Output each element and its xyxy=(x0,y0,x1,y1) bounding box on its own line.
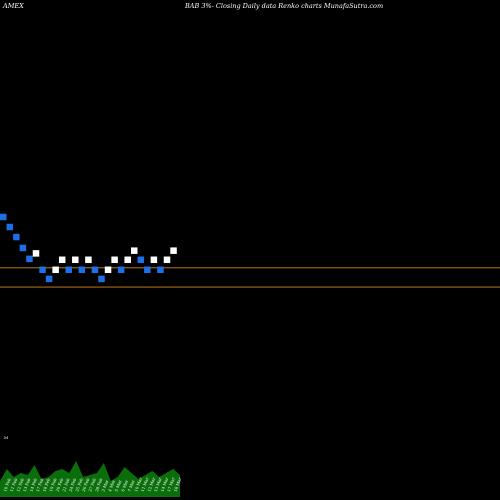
renko-brick-up xyxy=(52,266,59,274)
x-tick-label: 12 Feb xyxy=(15,477,25,492)
renko-brick-up xyxy=(72,256,79,264)
renko-brick-down xyxy=(65,266,72,274)
chart-header: AMEX BAB 3%- Closing Daily data Renko ch… xyxy=(0,0,500,14)
renko-brick-up xyxy=(170,247,177,254)
renko-brick-down xyxy=(157,266,164,274)
x-tick-label: 20 Feb xyxy=(55,477,65,492)
x-tick-label: 21 Feb xyxy=(61,477,71,492)
x-tick-label: 4 Mar xyxy=(107,479,116,492)
renko-brick-down xyxy=(0,213,7,221)
x-tick-label: 12 Mar xyxy=(146,477,156,493)
renko-brick-down xyxy=(144,266,151,274)
renko-brick-down xyxy=(19,244,27,252)
chart-title: BAB 3%- Closing Daily data Renko charts … xyxy=(185,2,384,10)
renko-brick-down xyxy=(91,266,99,274)
x-tick-label: 10 Mar xyxy=(133,477,143,493)
renko-brick-down xyxy=(13,233,20,241)
renko-brick-up xyxy=(150,256,158,264)
renko-brick-up xyxy=(163,256,171,264)
x-tick-label: 17 Feb xyxy=(35,477,45,492)
renko-brick-up xyxy=(104,266,112,274)
renko-brick-down xyxy=(137,256,145,264)
x-tick-label: 17 Mar xyxy=(166,477,176,493)
renko-brick-up xyxy=(58,256,66,264)
price-level-lines xyxy=(0,267,500,288)
x-tick-label: 19 Feb xyxy=(48,477,58,492)
x-tick-label: 18 Mar xyxy=(173,477,183,493)
x-tick-label: 5 Mar xyxy=(114,479,123,492)
x-tick-label: 3 Mar xyxy=(100,479,109,492)
renko-brick-down xyxy=(45,275,53,283)
renko-brick-down xyxy=(78,266,86,274)
x-tick-label: 13 Mar xyxy=(153,477,163,493)
x-tick-label: 18 Feb xyxy=(42,477,52,492)
volume-area-shape xyxy=(0,461,180,497)
x-tick-label: 13 Feb xyxy=(22,477,32,492)
renko-brick-down xyxy=(6,223,14,231)
x-tick-label: 14 Feb xyxy=(28,477,38,492)
volume-area xyxy=(0,461,180,497)
renko-brick-up xyxy=(85,256,92,264)
x-tick-label: 28 Feb xyxy=(94,477,104,492)
x-tick-label: 6 Mar xyxy=(120,479,129,492)
volume-axis-label: M xyxy=(4,435,8,440)
renko-brick-down xyxy=(117,266,125,274)
x-tick-label: 10 Feb xyxy=(2,477,12,492)
x-tick-label: 27 Feb xyxy=(87,477,97,492)
renko-bricks xyxy=(0,213,177,283)
x-tick-label: 11 Feb xyxy=(9,477,19,492)
renko-brick-down xyxy=(98,275,105,283)
renko-brick-down xyxy=(39,266,46,274)
renko-brick-down xyxy=(26,255,33,263)
x-tick-label: 24 Feb xyxy=(68,477,78,492)
x-tick-label: 11 Mar xyxy=(140,477,150,493)
x-tick-label: 7 Mar xyxy=(127,479,136,492)
renko-brick-up xyxy=(111,256,118,264)
x-tick-label: 26 Feb xyxy=(81,477,91,492)
exchange-label: AMEX xyxy=(3,2,24,10)
renko-brick-up xyxy=(124,256,131,264)
x-tick-label: 25 Feb xyxy=(74,477,84,492)
renko-brick-up xyxy=(32,250,40,257)
renko-brick-up xyxy=(131,247,138,254)
x-tick-label: 14 Mar xyxy=(159,477,169,493)
